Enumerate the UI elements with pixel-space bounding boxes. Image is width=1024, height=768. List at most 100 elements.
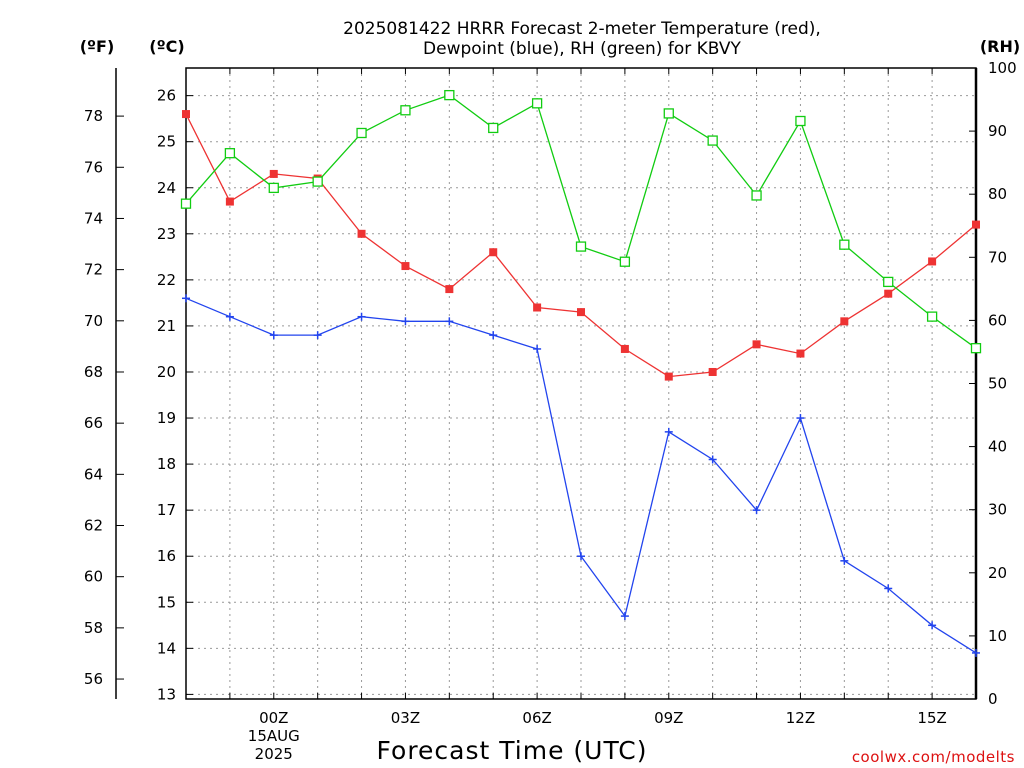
x-tick-label: 12Z — [786, 709, 815, 727]
rh-point — [180, 198, 192, 209]
x-axis-title: Forecast Time (UTC) — [377, 736, 648, 765]
fahrenheit-tick-label: 62 — [84, 517, 103, 535]
rh-unit-label: (RH) — [980, 37, 1020, 56]
rh-point — [531, 98, 543, 109]
rh-tick-label: 90 — [988, 122, 1007, 140]
temperature-point — [357, 229, 366, 238]
temperature-point — [489, 248, 498, 257]
celsius-tick-label: 23 — [157, 225, 176, 243]
dewpoint-point — [489, 331, 498, 340]
dewpoint-point — [796, 414, 805, 423]
rh-tick-label: 50 — [988, 375, 1007, 393]
rh-tick-label: 20 — [988, 564, 1007, 582]
dewpoint-point — [577, 552, 585, 561]
x-tick-label: 03Z — [391, 709, 420, 727]
fahrenheit-unit-label: (ºF) — [80, 37, 115, 56]
fahrenheit-tick-label: 64 — [84, 465, 103, 483]
temperature-point — [928, 257, 937, 266]
temperature-point — [577, 308, 585, 317]
series — [180, 89, 982, 657]
rh-point — [883, 276, 894, 288]
dewpoint-point — [840, 556, 849, 565]
fahrenheit-tick-label: 56 — [84, 670, 103, 688]
dewpoint-point — [182, 294, 190, 303]
celsius-tick-label: 24 — [157, 179, 176, 197]
rh-point — [268, 182, 279, 194]
rh-point — [926, 311, 938, 322]
rh-tick-label: 70 — [988, 248, 1007, 266]
fahrenheit-tick-label: 72 — [84, 261, 103, 279]
celsius-unit-label: (ºC) — [149, 37, 184, 56]
celsius-tick-label: 22 — [157, 271, 176, 289]
fahrenheit-tick-label: 66 — [84, 414, 103, 432]
x-tick-label: 00Z — [259, 709, 288, 727]
x-tick-label: 06Z — [522, 709, 551, 727]
temperature-point — [269, 169, 278, 178]
dewpoint-point — [269, 331, 278, 340]
rh-point — [970, 343, 982, 354]
x-tick-label: 09Z — [654, 709, 683, 727]
x-tick-label: 2025 — [255, 745, 293, 763]
x-tick-label: 15Z — [917, 709, 946, 727]
dewpoint-point — [401, 317, 410, 326]
dewpoint-point — [664, 427, 673, 436]
dewpoint-point — [225, 312, 234, 321]
fahrenheit-tick-label: 68 — [84, 363, 103, 381]
rh-tick-label: 80 — [988, 185, 1007, 203]
dewpoint-point — [752, 506, 761, 515]
celsius-tick-label: 14 — [157, 639, 176, 657]
dewpoint-point — [972, 648, 980, 657]
celsius-tick-label: 17 — [157, 501, 176, 519]
dewpoint-point — [708, 455, 717, 464]
celsius-tick-label: 15 — [157, 593, 176, 611]
rh-tick-label: 0 — [988, 690, 998, 708]
dewpoint-point — [884, 584, 893, 593]
fahrenheit-tick-label: 60 — [84, 568, 103, 586]
rh-point — [839, 239, 850, 250]
rh-tick-label: 40 — [988, 438, 1007, 456]
temperature-point — [884, 289, 893, 298]
axes: 13 14 15 16 17 18 19 20 21 22 23 24 25 26 56 58 60 62 64 66… — [84, 59, 1017, 763]
celsius-tick-label: 20 — [157, 363, 176, 381]
temperature-point — [225, 197, 234, 206]
celsius-tick-label: 18 — [157, 455, 176, 473]
rh-point — [312, 176, 323, 187]
celsius-tick-label: 13 — [157, 685, 176, 703]
rh-point — [356, 127, 367, 139]
x-tick-label: 15AUG — [248, 727, 300, 745]
fahrenheit-tick-label: 78 — [84, 107, 103, 125]
dewpoint-point — [533, 344, 542, 353]
temperature-point — [401, 262, 410, 271]
rh-point — [444, 89, 455, 101]
celsius-tick-label: 26 — [157, 87, 176, 105]
rh-point — [400, 105, 411, 116]
rh-point — [795, 115, 806, 127]
dewpoint-point — [928, 621, 937, 630]
dewpoint-point — [620, 612, 629, 621]
dewpoint-point — [357, 312, 366, 321]
credit-text: coolwx.com/modelts — [852, 748, 1015, 766]
temperature-point — [796, 349, 805, 358]
rh-point — [707, 135, 718, 146]
rh-point — [619, 256, 631, 267]
celsius-tick-label: 19 — [157, 409, 176, 427]
fahrenheit-tick-label: 74 — [84, 209, 103, 227]
celsius-tick-label: 25 — [157, 133, 176, 151]
rh-point — [488, 122, 499, 134]
temperature-point — [664, 372, 673, 381]
celsius-tick-label: 16 — [157, 547, 176, 565]
plot-frame — [185, 67, 977, 700]
fahrenheit-tick-label: 76 — [84, 158, 103, 176]
rh-tick-label: 30 — [988, 501, 1007, 519]
temperature-point — [182, 110, 190, 119]
rh-tick-label: 10 — [988, 627, 1007, 645]
fahrenheit-tick-label: 70 — [84, 312, 103, 330]
grid — [185, 68, 977, 699]
rh-point — [575, 241, 587, 252]
rh-point — [751, 190, 762, 201]
rh-point — [224, 148, 236, 159]
temperature-point — [708, 367, 717, 376]
rh-tick-label: 100 — [988, 59, 1017, 77]
temperature-point — [445, 285, 454, 294]
